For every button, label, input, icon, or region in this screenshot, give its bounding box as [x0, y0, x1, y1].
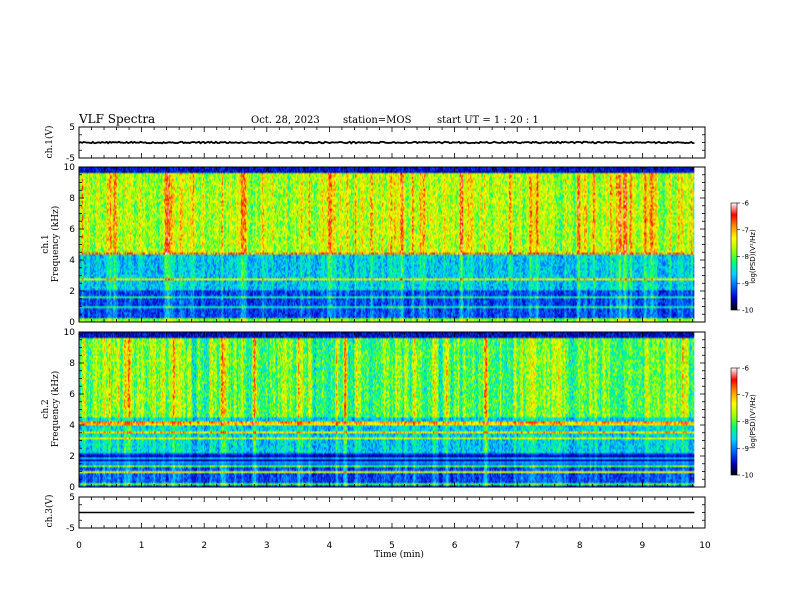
header-start-ut: start UT = 1 : 20 : 1	[437, 115, 539, 126]
ch1-colorbar: -10 -9 -8 -7 -6 log(PSD)(V²/Hz)	[730, 200, 757, 315]
ch1-waveform-panel: 5 -5	[66, 123, 706, 164]
y-tick-label: 10	[64, 328, 76, 338]
y-tick-label: 4	[69, 421, 75, 431]
waveform-trace	[78, 140, 695, 145]
colorbar-tick-label: -8	[742, 418, 749, 426]
x-tick-label: 9	[640, 541, 646, 551]
colorbar-gradient	[730, 367, 738, 476]
ch3-waveform-ylabel: ch.3(V)	[44, 495, 55, 528]
colorbar-gradient	[730, 202, 738, 311]
y-tick-label: 8	[69, 359, 75, 369]
y-tick-label: -5	[66, 524, 75, 534]
x-tick-label: 10	[699, 541, 711, 551]
x-tick-label: 0	[76, 541, 82, 551]
colorbar-tick-label: -6	[742, 365, 750, 373]
ch2-spectrogram-ylabel-line1: ch.2	[41, 399, 51, 418]
y-tick-label: 4	[69, 256, 75, 266]
y-tick-label: 5	[69, 493, 75, 503]
y-tick-label: 6	[69, 225, 75, 235]
x-tick-label: 7	[514, 541, 520, 551]
x-tick-label: 5	[389, 541, 395, 551]
y-tick-label: 2	[69, 287, 75, 297]
time-axis: 0 1 2 3 4 5 6 7 8 9 10	[76, 541, 711, 551]
x-tick-label: 4	[327, 541, 333, 551]
colorbar-label: log(PSD)(V²/Hz)	[749, 229, 757, 284]
y-tick-label: -5	[66, 154, 75, 164]
y-tick-label: 0	[69, 318, 75, 328]
colorbar-tick-label: -8	[742, 253, 749, 261]
ch2-spectrogram-ylabel-line2: Frequency (kHz)	[50, 371, 61, 448]
y-tick-label: 2	[69, 452, 75, 462]
ch2-spectrogram-panel: 0 2 4 6 8 10	[64, 328, 706, 493]
x-tick-label: 2	[201, 541, 207, 551]
colorbar-tick-label: -10	[742, 472, 753, 480]
ch2-colorbar: -10 -9 -8 -7 -6 log(PSD)(V²/Hz)	[730, 365, 757, 480]
y-tick-label: 8	[69, 194, 75, 204]
header-station: station=MOS	[343, 115, 412, 126]
ch1-spectrogram-ylabel-line1: ch.1	[41, 234, 51, 253]
spectrogram-image	[79, 167, 695, 322]
ch1-spectrogram-ylabel-line2: Frequency (kHz)	[50, 206, 61, 283]
figure-title: VLF Spectra	[78, 112, 155, 126]
colorbar-tick-label: -9	[742, 280, 749, 288]
colorbar-tick-label: -7	[742, 226, 749, 234]
header-date: Oct. 28, 2023	[251, 115, 320, 126]
colorbar-label: log(PSD)(V²/Hz)	[749, 394, 757, 449]
x-tick-label: 8	[577, 541, 583, 551]
x-tick-label: 1	[139, 541, 145, 551]
y-tick-label: 10	[64, 163, 76, 173]
x-axis-label: Time (min)	[374, 549, 424, 560]
y-tick-label: 0	[69, 483, 75, 493]
spectrogram-image	[79, 332, 695, 487]
colorbar-tick-label: -9	[742, 445, 749, 453]
colorbar-tick-label: -6	[742, 200, 750, 208]
colorbar-tick-label: -7	[742, 391, 749, 399]
x-tick-label: 6	[452, 541, 458, 551]
y-tick-label: 5	[69, 123, 75, 133]
x-tick-label: 3	[264, 541, 270, 551]
ch1-waveform-ylabel: ch.1(V)	[44, 126, 55, 159]
y-tick-label: 6	[69, 390, 75, 400]
colorbar-tick-label: -10	[742, 307, 753, 315]
ch3-waveform-panel: 5 -5	[66, 493, 706, 534]
ch1-spectrogram-panel: 0 2 4 6 8 10	[64, 163, 706, 328]
